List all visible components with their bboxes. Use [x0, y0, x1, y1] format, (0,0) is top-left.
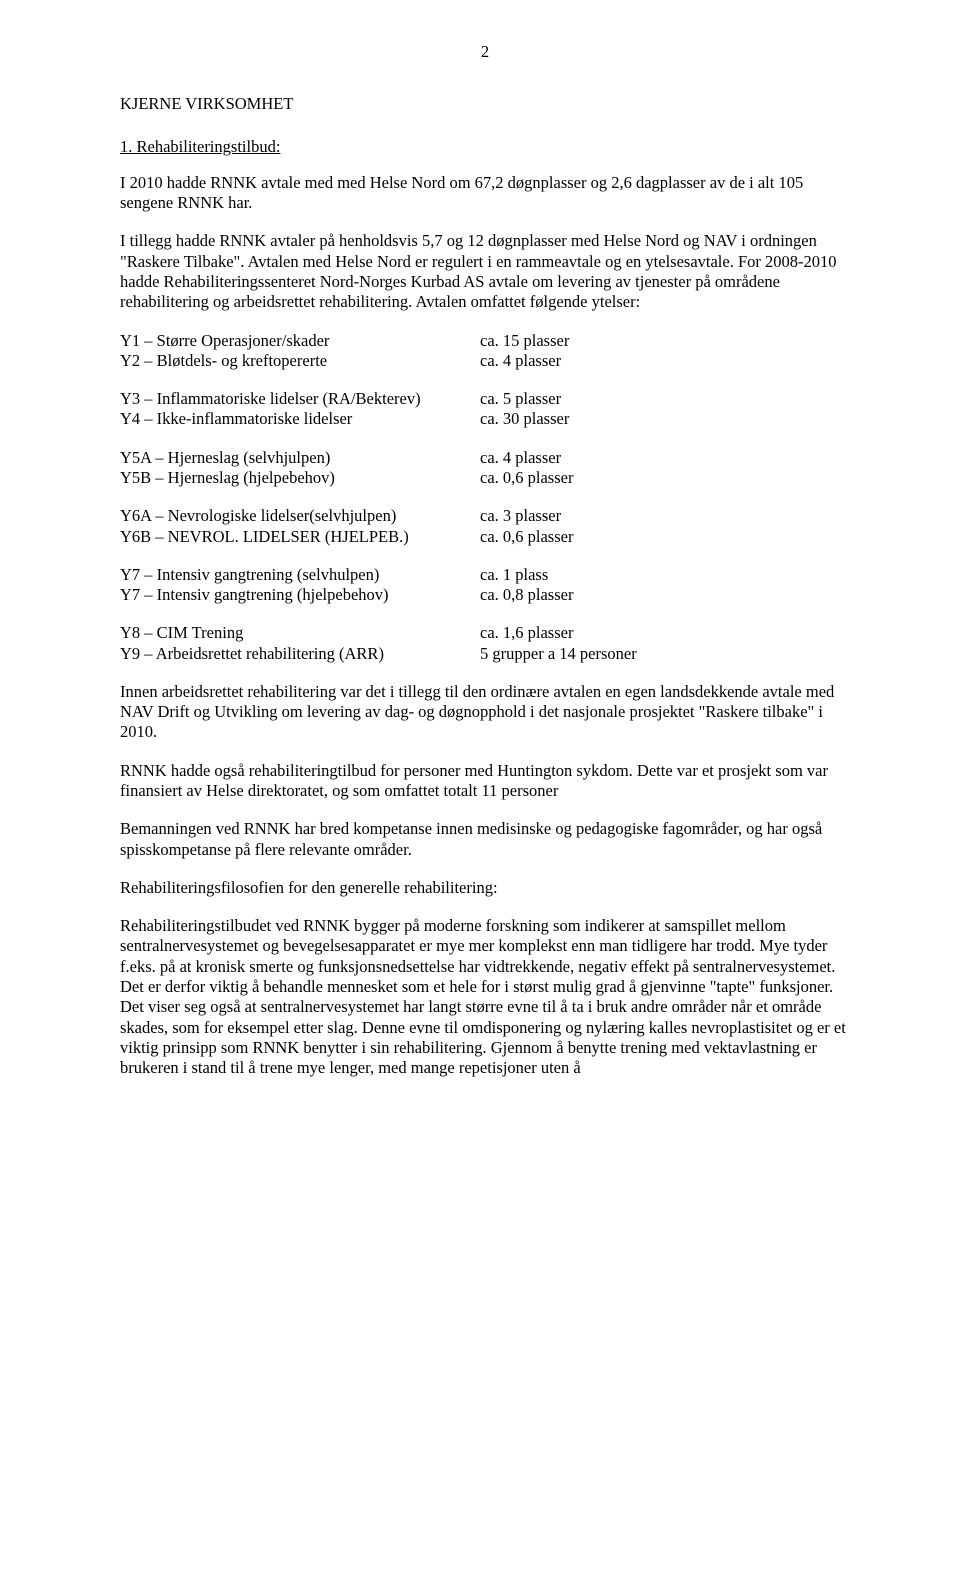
ytelse-label: Y5A – Hjerneslag (selvhjulpen) [120, 448, 480, 468]
ytelse-row: Y5A – Hjerneslag (selvhjulpen) ca. 4 pla… [120, 448, 850, 468]
ytelse-label: Y2 – Bløtdels- og kreftopererte [120, 351, 480, 371]
ytelse-label: Y8 – CIM Trening [120, 623, 480, 643]
ytelse-value: ca. 0,8 plasser [480, 585, 850, 605]
body-paragraph-3: Bemanningen ved RNNK har bred kompetanse… [120, 819, 850, 860]
ytelse-value: ca. 4 plasser [480, 448, 850, 468]
ytelse-row: Y6A – Nevrologiske lidelser(selvhjulpen)… [120, 506, 850, 526]
body-paragraph-1: Innen arbeidsrettet rehabilitering var d… [120, 682, 850, 743]
ytelser-group-4: Y6A – Nevrologiske lidelser(selvhjulpen)… [120, 506, 850, 547]
ytelse-value: ca. 3 plasser [480, 506, 850, 526]
ytelse-value: 5 grupper a 14 personer [480, 644, 850, 664]
ytelse-row: Y7 – Intensiv gangtrening (hjelpebehov) … [120, 585, 850, 605]
ytelser-group-6: Y8 – CIM Trening ca. 1,6 plasser Y9 – Ar… [120, 623, 850, 664]
ytelse-label: Y3 – Inflammatoriske lidelser (RA/Bekter… [120, 389, 480, 409]
section-1-title: 1. Rehabiliteringstilbud: [120, 137, 850, 157]
ytelse-label: Y5B – Hjerneslag (hjelpebehov) [120, 468, 480, 488]
ytelser-group-3: Y5A – Hjerneslag (selvhjulpen) ca. 4 pla… [120, 448, 850, 489]
main-heading: KJERNE VIRKSOMHET [120, 94, 850, 114]
ytelse-label: Y7 – Intensiv gangtrening (hjelpebehov) [120, 585, 480, 605]
ytelse-row: Y5B – Hjerneslag (hjelpebehov) ca. 0,6 p… [120, 468, 850, 488]
document-page: 2 KJERNE VIRKSOMHET 1. Rehabiliteringsti… [0, 0, 960, 1595]
ytelse-value: ca. 5 plasser [480, 389, 850, 409]
ytelse-row: Y4 – Ikke-inflammatoriske lidelser ca. 3… [120, 409, 850, 429]
philosophy-body: Rehabiliteringstilbudet ved RNNK bygger … [120, 916, 850, 1078]
ytelse-row: Y6B – NEVROL. LIDELSER (HJELPEB.) ca. 0,… [120, 527, 850, 547]
ytelser-group-2: Y3 – Inflammatoriske lidelser (RA/Bekter… [120, 389, 850, 430]
ytelse-row: Y8 – CIM Trening ca. 1,6 plasser [120, 623, 850, 643]
intro-paragraph-2: I tillegg hadde RNNK avtaler på henholds… [120, 231, 850, 312]
ytelse-value: ca. 0,6 plasser [480, 468, 850, 488]
intro-paragraph-1: I 2010 hadde RNNK avtale med med Helse N… [120, 173, 850, 214]
page-number: 2 [120, 42, 850, 62]
ytelse-label: Y6B – NEVROL. LIDELSER (HJELPEB.) [120, 527, 480, 547]
ytelse-label: Y4 – Ikke-inflammatoriske lidelser [120, 409, 480, 429]
ytelse-row: Y9 – Arbeidsrettet rehabilitering (ARR) … [120, 644, 850, 664]
ytelse-label: Y1 – Større Operasjoner/skader [120, 331, 480, 351]
body-paragraph-2: RNNK hadde også rehabiliteringtilbud for… [120, 761, 850, 802]
ytelse-row: Y7 – Intensiv gangtrening (selvhulpen) c… [120, 565, 850, 585]
ytelse-value: ca. 1 plass [480, 565, 850, 585]
ytelse-value: ca. 30 plasser [480, 409, 850, 429]
ytelse-label: Y6A – Nevrologiske lidelser(selvhjulpen) [120, 506, 480, 526]
ytelser-group-1: Y1 – Større Operasjoner/skader ca. 15 pl… [120, 331, 850, 372]
ytelser-group-5: Y7 – Intensiv gangtrening (selvhulpen) c… [120, 565, 850, 606]
ytelse-value: ca. 1,6 plasser [480, 623, 850, 643]
ytelse-row: Y1 – Større Operasjoner/skader ca. 15 pl… [120, 331, 850, 351]
ytelse-value: ca. 0,6 plasser [480, 527, 850, 547]
ytelse-label: Y7 – Intensiv gangtrening (selvhulpen) [120, 565, 480, 585]
philosophy-heading: Rehabiliteringsfilosofien for den genere… [120, 878, 850, 898]
ytelse-value: ca. 15 plasser [480, 331, 850, 351]
ytelse-row: Y3 – Inflammatoriske lidelser (RA/Bekter… [120, 389, 850, 409]
ytelse-row: Y2 – Bløtdels- og kreftopererte ca. 4 pl… [120, 351, 850, 371]
ytelse-label: Y9 – Arbeidsrettet rehabilitering (ARR) [120, 644, 480, 664]
ytelse-value: ca. 4 plasser [480, 351, 850, 371]
